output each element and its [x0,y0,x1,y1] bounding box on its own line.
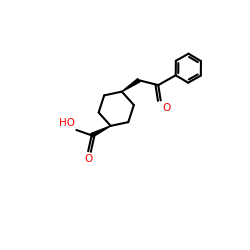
Polygon shape [91,126,111,137]
Text: O: O [162,103,170,113]
Text: HO: HO [59,118,75,128]
Polygon shape [122,78,140,92]
Text: O: O [84,154,92,164]
